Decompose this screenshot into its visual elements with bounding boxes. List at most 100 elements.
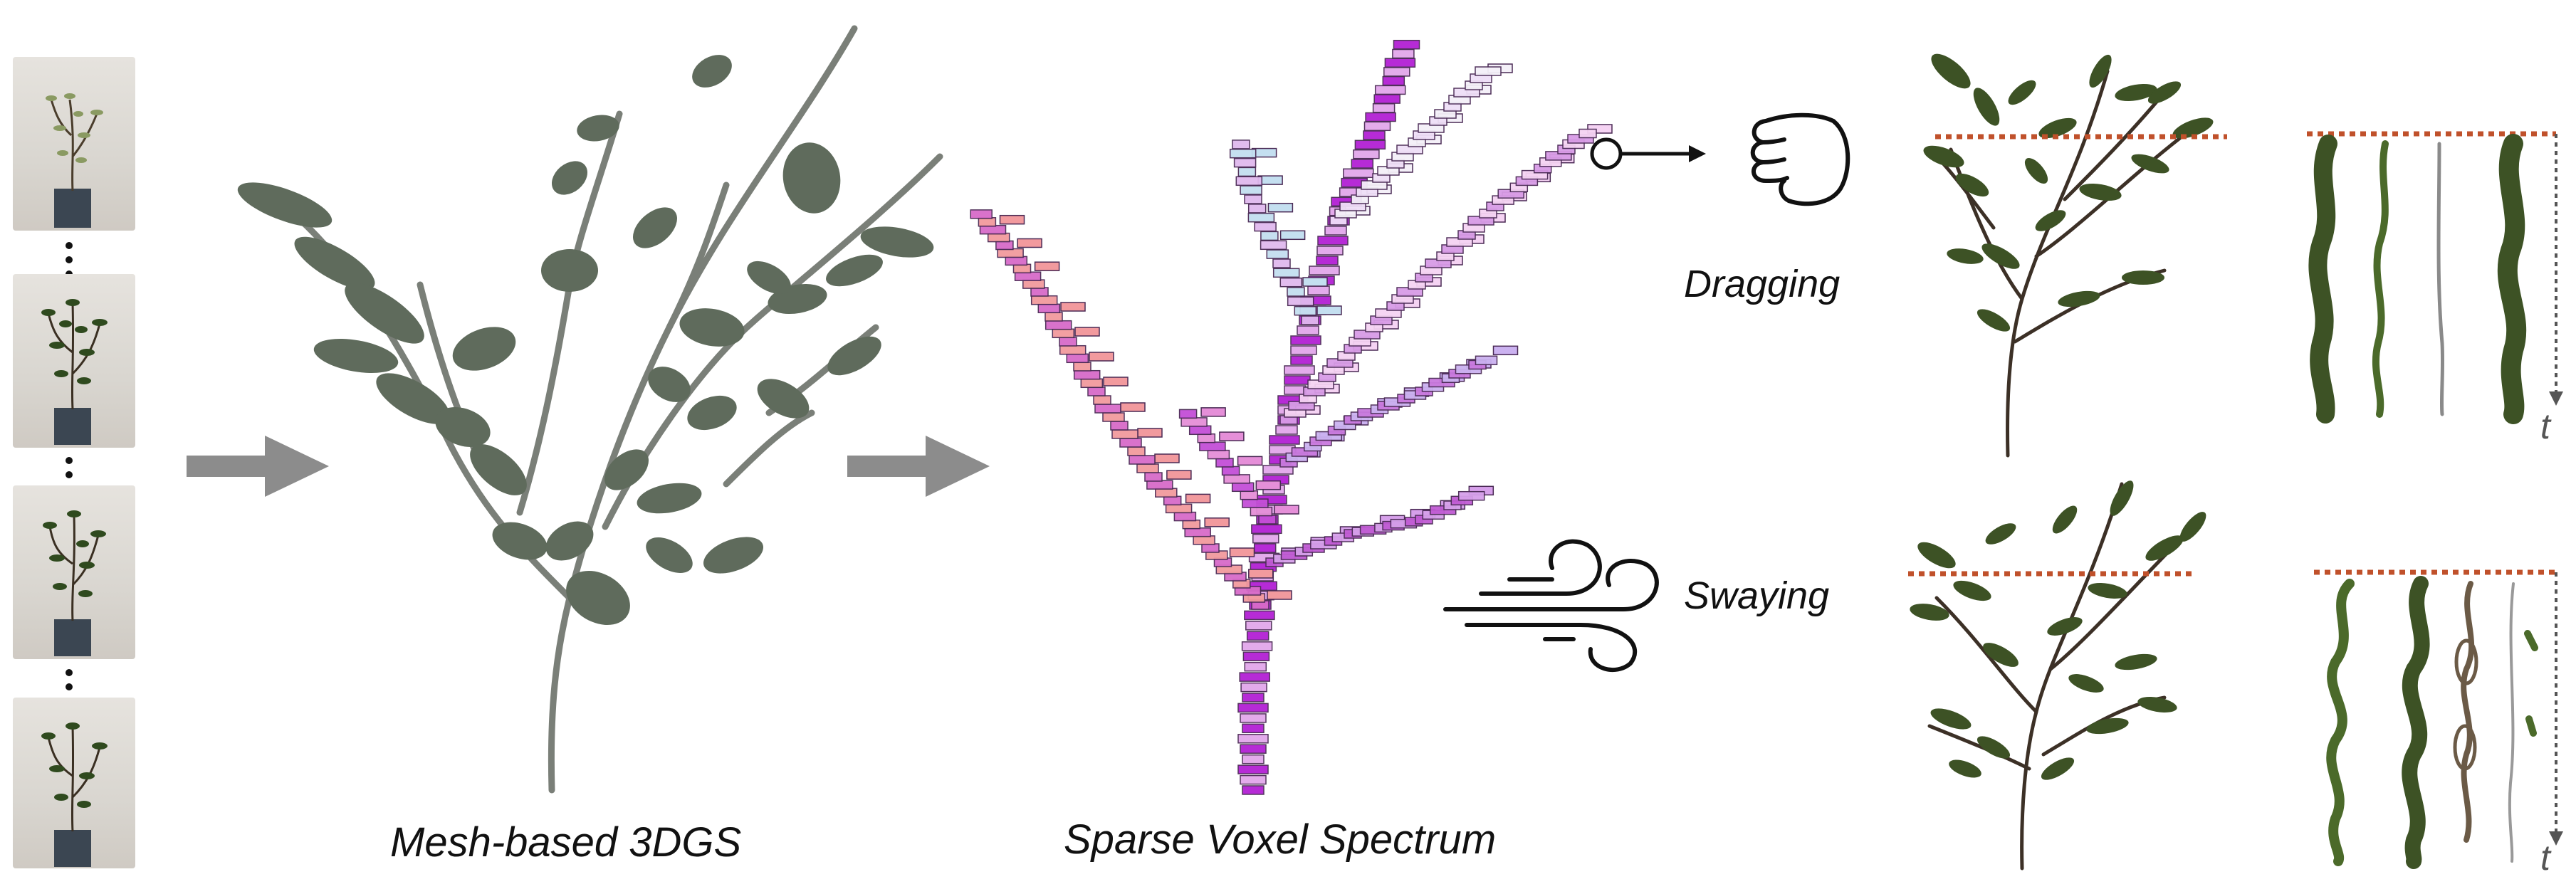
time-slice-dragging [2300,122,2570,453]
voxel-block [1044,312,1063,322]
voxel-block [1287,296,1314,307]
voxel-block [1180,417,1208,427]
pipeline-arrow-1 [187,436,329,497]
voxel-block [1267,202,1294,213]
voxel-block [1188,425,1212,436]
voxel-block [1253,543,1277,553]
voxel-block [1200,407,1226,417]
voxel-block [1247,212,1275,223]
voxel-block [1163,495,1182,506]
dragging-label: Dragging [1684,263,1841,305]
voxel-block [1245,621,1272,631]
voxel-block [970,209,993,219]
voxel-block [1037,303,1061,314]
voxel-block [1232,140,1250,149]
voxel-block [1267,590,1292,600]
voxel-block [1457,490,1485,501]
voxel-block [1229,547,1255,557]
voxel-block [1136,463,1159,473]
voxel-block [1093,395,1111,405]
potted-plant-icon [43,510,106,656]
voxel-block [1354,140,1386,150]
voxel-block [1137,428,1163,438]
voxel-block [1129,455,1156,465]
voxel-block [1237,456,1263,466]
voxel-block [1382,75,1405,86]
reference-line-dragging [1935,131,2227,144]
potted-plant-icon [46,93,103,228]
voxel-block [1279,230,1306,241]
voxel-block [1351,159,1374,169]
voxel-block [1244,194,1262,204]
voxel-block [1073,369,1101,380]
fist-icon [1737,107,1858,217]
voxel-block [1166,470,1192,480]
voxel-block [1250,506,1273,517]
swaying-label: Swaying [1684,574,1830,617]
voxel-block [1103,377,1129,386]
voxel-block [1301,315,1319,325]
voxel-block [1102,412,1125,422]
voxel-block [1248,569,1274,579]
voxel-block [1363,130,1386,140]
voxel-block [1260,240,1287,251]
voxel-block [1059,345,1087,355]
voxel-block [1316,256,1339,265]
voxel-block [1287,287,1305,297]
wind-icon [1438,524,1673,677]
voxel-block [1242,754,1265,764]
voxel-block [1231,482,1255,493]
voxel-block [1384,58,1416,68]
input-frame-3 [13,485,135,659]
voxel-block [1165,503,1193,514]
voxel-block [1197,433,1216,443]
voxel-block [1239,672,1270,682]
caption-sparse-voxel: Sparse Voxel Spectrum [1064,816,1497,863]
potted-plant-icon [41,722,108,867]
reference-line-swaying [1908,568,2193,581]
voxel-block [1052,328,1075,339]
sparse-voxel-plant [954,21,1623,808]
voxel-block [1146,480,1173,490]
voxel-block [1393,39,1420,50]
voxel-block [1242,785,1265,795]
voxel-block [1290,345,1317,355]
drag-arrow-icon [1590,137,1706,170]
voxel-block [1044,320,1072,330]
voxel-block [1374,85,1406,95]
drag-handle-icon [1590,137,1623,170]
voxel-block [1373,94,1400,104]
voxel-block [1237,167,1257,177]
voxel-block [1269,435,1300,445]
voxel-block [1127,446,1146,456]
voxel-block [1365,112,1396,122]
voxel-block [1272,258,1291,268]
voxel-block [1251,524,1282,535]
voxel-block [1184,527,1211,537]
voxel-block [1372,103,1396,113]
voxel-block [1279,277,1303,288]
voxel-block [1246,631,1269,641]
voxel-block [1173,511,1197,522]
voxel-block [1275,425,1298,435]
voxel-block [1229,148,1257,159]
voxel-block [1089,352,1114,362]
voxel-block [1290,355,1313,365]
voxel-block [1074,327,1100,337]
mesh-plant-icon [237,25,943,794]
voxel-block [1201,543,1220,553]
result-plant-swaying [1908,470,2221,879]
voxel-block [1297,325,1319,335]
voxel-block [1240,713,1267,723]
space-time-slice-icon [2307,131,2563,424]
voxel-block [1073,362,1091,372]
voxel-block [1241,641,1273,651]
realistic-plant-icon [1923,53,2214,458]
voxel-block [1317,236,1349,246]
voxel-block [1475,66,1502,76]
voxel-block [1066,353,1089,364]
voxel-block [1392,48,1415,59]
voxel-block [1274,505,1299,515]
voxel-block [1193,535,1215,545]
voxel-block [1324,226,1347,236]
